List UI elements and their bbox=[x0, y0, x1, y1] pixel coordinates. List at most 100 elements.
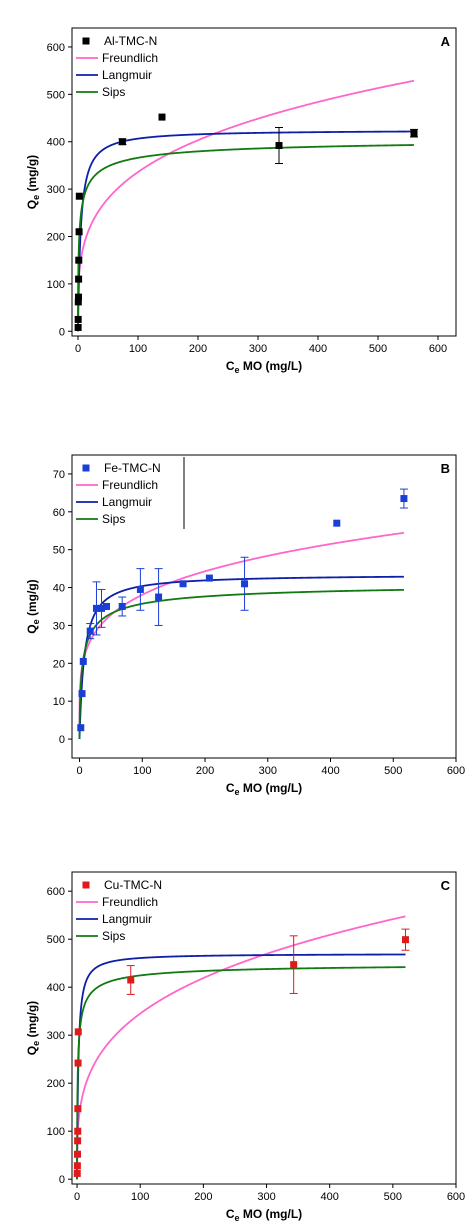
x-tick-label: 300 bbox=[259, 765, 277, 777]
data-point bbox=[74, 1105, 82, 1113]
data-point bbox=[75, 228, 83, 236]
panel-label: A bbox=[441, 34, 451, 49]
x-tick-label: 200 bbox=[194, 1191, 212, 1203]
y-axis-label-sub: e bbox=[31, 619, 41, 624]
x-axis-label-main: C bbox=[226, 781, 235, 795]
x-tick-label: 200 bbox=[189, 343, 207, 355]
data-point bbox=[74, 1127, 82, 1135]
legend-label-sips: Sips bbox=[102, 512, 125, 526]
data-point bbox=[74, 293, 82, 301]
plot-frame bbox=[71, 27, 457, 337]
y-tick-label: 20 bbox=[53, 658, 65, 670]
x-axis-label-main: C bbox=[226, 1207, 235, 1221]
legend-marker-points bbox=[82, 464, 90, 472]
x-tick-label: 400 bbox=[321, 765, 339, 777]
y-tick-label: 40 bbox=[53, 583, 65, 595]
x-axis-label-main: C bbox=[226, 359, 235, 373]
y-axis-label-main: Q bbox=[25, 200, 39, 209]
y-tick-label: 200 bbox=[47, 231, 65, 243]
y-tick-label: 0 bbox=[59, 326, 65, 338]
legend-label-sips: Sips bbox=[102, 85, 125, 99]
y-tick-label: 500 bbox=[47, 934, 65, 946]
panel-label: B bbox=[441, 461, 450, 476]
fit-curves bbox=[78, 531, 405, 740]
x-tick-label: 500 bbox=[384, 1191, 402, 1203]
series-line-sips bbox=[77, 144, 415, 332]
data-point bbox=[401, 936, 409, 944]
legend-label-langmuir: Langmuir bbox=[102, 495, 152, 509]
x-tick-label: 600 bbox=[447, 1191, 465, 1203]
data-point bbox=[179, 580, 187, 588]
legend-label-langmuir: Langmuir bbox=[102, 68, 152, 82]
y-tick-label: 400 bbox=[47, 137, 65, 149]
x-axis-label: Ce MO (mg/L) bbox=[226, 1207, 302, 1223]
legend-label-freundlich: Freundlich bbox=[102, 51, 158, 65]
data-point bbox=[74, 1028, 82, 1036]
legend-label-langmuir: Langmuir bbox=[102, 912, 152, 926]
x-axis-label-sub: e bbox=[235, 1213, 240, 1223]
data-point bbox=[103, 603, 111, 610]
x-tick-label: 500 bbox=[369, 343, 387, 355]
x-axis-label-sub: e bbox=[235, 787, 240, 797]
data-point bbox=[118, 138, 126, 146]
data-point bbox=[127, 976, 135, 984]
x-axis-label: Ce MO (mg/L) bbox=[226, 781, 302, 797]
x-tick-label: 100 bbox=[129, 343, 147, 355]
legend-marker-points bbox=[82, 37, 90, 45]
y-axis-label-main: Q bbox=[25, 624, 39, 633]
series-line-freundlich bbox=[78, 531, 405, 740]
panel-label: C bbox=[441, 878, 451, 893]
y-tick-label: 500 bbox=[47, 89, 65, 101]
data-point bbox=[78, 690, 86, 698]
series-line-sips bbox=[76, 966, 406, 1180]
y-axis-label: Qe (mg/g) bbox=[25, 579, 41, 633]
series-line-langmuir bbox=[77, 130, 415, 332]
data-point bbox=[74, 1137, 82, 1145]
y-tick-label: 50 bbox=[53, 545, 65, 557]
x-axis-label-rest: MO (mg/L) bbox=[240, 359, 303, 373]
y-tick-label: 60 bbox=[53, 507, 65, 519]
fit-curves bbox=[76, 915, 406, 1180]
x-tick-label: 300 bbox=[249, 343, 267, 355]
legend-label-freundlich: Freundlich bbox=[102, 478, 158, 492]
data-point bbox=[410, 129, 418, 137]
data-point bbox=[400, 495, 408, 503]
y-tick-label: 0 bbox=[59, 734, 65, 746]
x-axis-label-rest: MO (mg/L) bbox=[240, 1207, 303, 1221]
data-point bbox=[75, 192, 83, 200]
legend-marker-points bbox=[82, 881, 90, 889]
data-point bbox=[74, 1059, 82, 1067]
x-tick-label: 200 bbox=[196, 765, 214, 777]
x-tick-label: 300 bbox=[257, 1191, 275, 1203]
data-point bbox=[77, 724, 85, 732]
y-tick-label: 400 bbox=[47, 982, 65, 994]
y-axis-label-rest: (mg/g) bbox=[25, 579, 39, 619]
y-tick-label: 600 bbox=[47, 886, 65, 898]
series-line-freundlich bbox=[76, 915, 406, 1180]
data-point bbox=[75, 275, 83, 283]
y-axis-label: Qe (mg/g) bbox=[25, 1001, 41, 1055]
data-point bbox=[75, 256, 83, 264]
chart-panel-A: 0 100 200 300 400 500 600 0 100 200 300 400 500 600 Ce… bbox=[25, 27, 457, 375]
fit-curves bbox=[77, 79, 415, 332]
legend-label-sips: Sips bbox=[102, 929, 125, 943]
data-point bbox=[205, 574, 213, 582]
y-axis-label-sub: e bbox=[31, 1041, 41, 1046]
data-point bbox=[79, 657, 87, 665]
x-axis-label-rest: MO (mg/L) bbox=[240, 781, 303, 795]
series-line-langmuir bbox=[78, 575, 404, 740]
y-axis-label: Qe (mg/g) bbox=[25, 155, 41, 209]
x-tick-label: 600 bbox=[447, 765, 465, 777]
x-axis-label-sub: e bbox=[235, 365, 240, 375]
legend-label-points: Cu-TMC-N bbox=[104, 878, 162, 892]
y-tick-label: 0 bbox=[59, 1174, 65, 1186]
y-tick-label: 300 bbox=[47, 184, 65, 196]
data-point bbox=[97, 604, 105, 612]
y-tick-label: 30 bbox=[53, 620, 65, 632]
data-point bbox=[73, 1169, 81, 1177]
legend: Al-TMC-N Freundlich Langmuir Sips bbox=[76, 34, 158, 99]
chart-panel-C: 0 100 200 300 400 500 600 0 100 200 300 400 500 600 Ce… bbox=[25, 871, 465, 1223]
data-point bbox=[158, 113, 166, 121]
y-axis-label-sub: e bbox=[31, 195, 41, 200]
